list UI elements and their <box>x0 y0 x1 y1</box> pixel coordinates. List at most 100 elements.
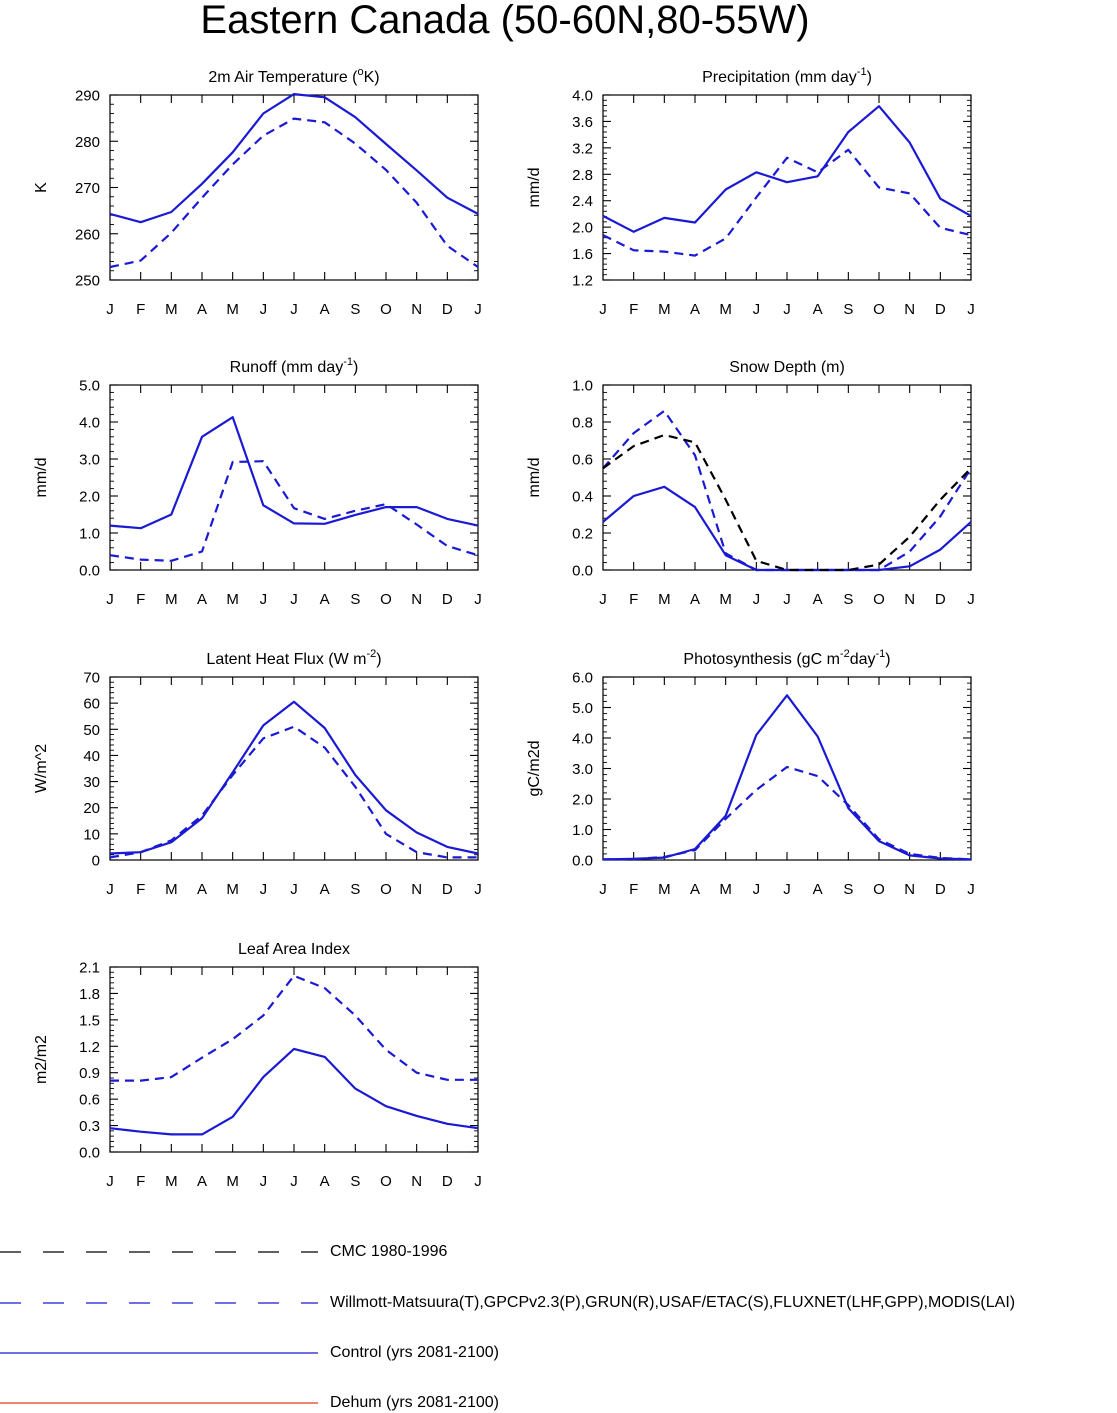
x-tick-label: M <box>658 881 671 898</box>
y-tick-label: 1.0 <box>572 378 593 395</box>
y-tick-label: 20 <box>83 800 100 817</box>
legend-item-obs: Willmott-Matsuura(T),GPCPv2.3(P),GRUN(R)… <box>0 1289 1117 1319</box>
y-tick-label: 30 <box>83 774 100 791</box>
y-tick-label: 0.0 <box>79 1145 100 1162</box>
x-tick-label: M <box>719 881 732 898</box>
chart-panel: Precipitation (mm day-1) mm/d 1.2 1.6 2.0 2.4… <box>526 66 975 318</box>
y-tick-label: 0.9 <box>79 1065 100 1082</box>
x-tick-label: J <box>290 881 298 898</box>
y-tick-label: 4.0 <box>572 88 593 105</box>
chart-title-superscript: -2 <box>840 648 850 660</box>
x-tick-label: O <box>380 1173 392 1190</box>
x-tick-label: J <box>599 881 607 898</box>
legend-label-control: Control (yrs 2081-2100) <box>330 1344 499 1361</box>
y-tick-label: 2.0 <box>572 220 593 237</box>
x-tick-label: F <box>136 1173 145 1190</box>
x-tick-label: N <box>904 881 915 898</box>
x-tick-label: D <box>442 1173 453 1190</box>
x-tick-label: J <box>599 301 607 318</box>
plot-frame <box>109 966 479 1153</box>
x-tick-label: M <box>165 301 178 318</box>
series-line-cmc <box>602 433 972 572</box>
x-tick-label: D <box>935 301 946 318</box>
y-tick-label: 290 <box>75 88 100 105</box>
y-axis-label: W/m^2 <box>33 744 50 793</box>
y-tick-label: 1.2 <box>79 1039 100 1056</box>
x-tick-label: D <box>442 881 453 898</box>
y-tick-label: 0 <box>92 853 100 870</box>
x-tick-label: N <box>411 1173 422 1190</box>
series-line-control <box>602 694 972 861</box>
y-tick-label: 5.0 <box>572 700 593 717</box>
y-tick-label: 1.8 <box>79 986 100 1003</box>
x-tick-label: D <box>935 881 946 898</box>
y-tick-label: 2.0 <box>79 489 100 506</box>
y-tick-label: 0.3 <box>79 1118 100 1135</box>
y-tick-label: 1.2 <box>572 273 593 290</box>
x-tick-label: S <box>843 301 853 318</box>
chart-panel: Runoff (mm day-1) mm/d 0.0 1.0 2.0 3.0 4.0 5.0 J… <box>33 356 482 608</box>
x-tick-label: J <box>474 301 482 318</box>
chart-title: Snow Depth (m) <box>729 359 845 376</box>
x-tick-label: M <box>658 301 671 318</box>
x-tick-label: J <box>474 881 482 898</box>
chart-panel: 2m Air Temperature (oK) K 250 260 270 280 290 J… <box>33 66 482 318</box>
x-tick-label: J <box>260 591 268 608</box>
series-line-obs <box>109 460 479 562</box>
x-tick-label: O <box>873 301 885 318</box>
x-tick-label: M <box>226 591 239 608</box>
x-tick-label: J <box>474 1173 482 1190</box>
series-line-control <box>602 105 972 233</box>
y-tick-label: 5.0 <box>79 378 100 395</box>
x-tick-label: J <box>260 881 268 898</box>
y-tick-label: 50 <box>83 722 100 739</box>
y-tick-label: 250 <box>75 273 100 290</box>
plot-frame <box>602 676 972 861</box>
y-tick-label: 0.8 <box>572 415 593 432</box>
chart-title-part: 2m Air Temperature ( <box>208 69 358 86</box>
x-tick-label: J <box>783 881 791 898</box>
x-tick-label: J <box>967 301 975 318</box>
x-tick-label: O <box>873 591 885 608</box>
x-tick-label: A <box>320 301 330 318</box>
chart-title-part: Precipitation (mm day <box>702 69 857 86</box>
x-tick-label: S <box>350 1173 360 1190</box>
x-tick-label: M <box>658 591 671 608</box>
x-tick-label: J <box>753 301 761 318</box>
x-tick-label: M <box>165 1173 178 1190</box>
y-tick-label: 3.2 <box>572 140 593 157</box>
chart-title-part: ) <box>376 651 381 668</box>
chart-title-part: Runoff (mm day <box>230 359 344 376</box>
x-tick-label: J <box>599 591 607 608</box>
series-line-obs <box>602 409 972 572</box>
x-tick-label: S <box>350 591 360 608</box>
x-tick-label: M <box>226 301 239 318</box>
x-tick-label: S <box>350 301 360 318</box>
x-tick-label: M <box>719 591 732 608</box>
y-tick-label: 0.6 <box>79 1092 100 1109</box>
x-tick-label: J <box>474 591 482 608</box>
chart-title: Runoff (mm day-1) <box>230 356 359 376</box>
x-tick-label: F <box>136 301 145 318</box>
x-tick-label: A <box>813 301 823 318</box>
y-tick-label: 0.4 <box>572 489 593 506</box>
x-tick-label: F <box>136 881 145 898</box>
series-line-obs <box>602 148 972 257</box>
y-tick-label: 3.6 <box>572 114 593 131</box>
series-line-obs <box>602 765 972 861</box>
x-tick-label: S <box>843 591 853 608</box>
series-line-control <box>109 1047 479 1136</box>
x-tick-label: D <box>935 591 946 608</box>
x-tick-label: A <box>197 591 207 608</box>
plot-frame <box>602 384 972 571</box>
chart-panel: Photosynthesis (gC m-2day-1) gC/m2d 0.0 1.0… <box>526 648 975 898</box>
chart-title-superscript: -1 <box>857 66 867 78</box>
x-tick-label: N <box>904 301 915 318</box>
chart-panel: Leaf Area Index m2/m2 0.0 0.3 0.6 0.9 1.2 1.5 1.… <box>33 941 482 1190</box>
y-tick-label: 0.2 <box>572 526 593 543</box>
chart-title-superscript: -1 <box>343 356 353 368</box>
x-tick-label: J <box>753 881 761 898</box>
chart-title-part: K) <box>364 69 380 86</box>
y-tick-label: 70 <box>83 670 100 687</box>
x-tick-label: O <box>380 591 392 608</box>
